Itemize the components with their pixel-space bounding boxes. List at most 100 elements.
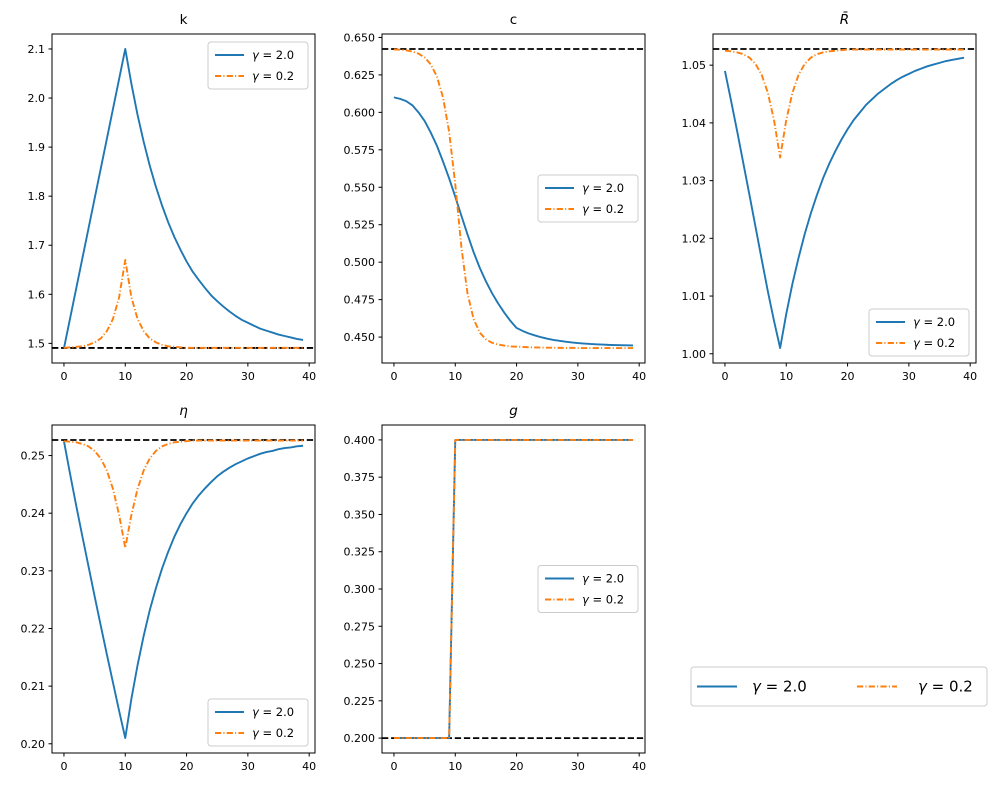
- x-tick-label: 20: [180, 760, 194, 773]
- legend-box: [537, 565, 639, 613]
- y-tick-label: 0.24: [21, 507, 46, 520]
- legend: γ = 2.0 γ = 0.2: [868, 308, 970, 357]
- legend-label-gamma_0_2: γ = 0.2: [252, 69, 294, 83]
- axes-frame: [381, 33, 646, 364]
- x-tick-label: 20: [510, 760, 524, 773]
- y-tick-label: 0.20: [21, 738, 46, 751]
- legend-label-gamma_2_0: γ = 2.0: [913, 315, 955, 329]
- figure-legend: γ = 2.0 γ = 0.2: [690, 666, 988, 707]
- series-line-gamma_2_0: [63, 48, 304, 349]
- y-tick-label: 0.250: [344, 658, 376, 671]
- x-tick-label: 40: [632, 370, 646, 383]
- legend-label-gamma_2_0: γ = 2.0: [252, 705, 294, 719]
- y-tick-label: 1.03: [682, 175, 707, 188]
- legend-label-gamma_2_0: γ = 2.0: [252, 48, 294, 62]
- x-tick-label: 30: [571, 760, 585, 773]
- legend: γ = 2.0 γ = 0.2: [207, 698, 309, 747]
- series-line-gamma_2_0: [63, 440, 304, 739]
- y-tick-label: 1.9: [28, 141, 46, 154]
- y-tick-label: 0.575: [344, 144, 376, 157]
- subplot-title-c: c: [510, 12, 517, 28]
- legend-label-gamma_0_2: γ = 0.2: [582, 593, 624, 607]
- y-tick-label: 0.375: [344, 471, 376, 484]
- x-tick-label: 40: [632, 760, 646, 773]
- x-tick-label: 30: [571, 370, 585, 383]
- y-tick-label: 0.25: [21, 450, 46, 463]
- axes-frame: [381, 424, 646, 754]
- legend-box: [868, 308, 970, 357]
- x-tick-label: 10: [448, 370, 462, 383]
- y-tick-label: 1.6: [28, 288, 46, 301]
- subplot-title-Rbar: R̄: [840, 11, 849, 28]
- subplot-g: g 0 10 20 30 40 0.200 0.225 0.250 0.275 0.300 0.325…: [344, 403, 647, 773]
- x-tick-label: 10: [118, 760, 132, 773]
- axes-frame: [51, 33, 316, 364]
- y-tick-label: 0.225: [344, 695, 376, 708]
- y-tick-label: 0.325: [344, 546, 376, 559]
- series-line-gamma_0_2: [393, 438, 634, 740]
- legend: γ = 2.0 γ = 0.2: [537, 565, 639, 613]
- legend-label-gamma_2_0: γ = 2.0: [582, 181, 624, 195]
- y-tick-label: 2.0: [28, 92, 46, 105]
- subplot-eta: η 0 10 20 30 40 0.20 0.21 0.22 0.23 0.24 0.25 γ = 2.…: [21, 403, 317, 773]
- legend-box: [537, 174, 639, 223]
- axes-frame: [51, 424, 316, 754]
- y-tick-label: 0.350: [344, 508, 376, 521]
- series-line-gamma_0_2: [724, 48, 965, 159]
- y-tick-label: 1.8: [28, 190, 46, 203]
- y-tick-label: 1.04: [682, 117, 707, 130]
- figure-legend-label-gamma_0_2: γ = 0.2: [918, 678, 973, 696]
- y-tick-label: 1.5: [28, 337, 46, 350]
- x-tick-label: 0: [390, 760, 397, 773]
- x-tick-label: 30: [902, 370, 916, 383]
- subplot-k: k0 10 20 30 401.51.61.71.81.92.02.1 γ = 2.0γ …: [28, 12, 317, 383]
- legend-label-gamma_0_2: γ = 0.2: [582, 202, 624, 216]
- y-tick-label: 0.475: [344, 294, 376, 307]
- y-tick-label: 0.525: [344, 219, 376, 232]
- series-line-gamma_2_0: [393, 96, 634, 347]
- x-tick-label: 20: [841, 370, 855, 383]
- series-line-gamma_0_2: [63, 259, 304, 349]
- y-tick-label: 1.00: [682, 348, 707, 361]
- series-line-gamma_0_2: [63, 439, 304, 549]
- series-line-gamma_0_2: [393, 48, 634, 349]
- legend: γ = 2.0 γ = 0.2: [207, 41, 309, 90]
- y-tick-label: 1.02: [682, 232, 707, 245]
- legend-label-gamma_0_2: γ = 0.2: [913, 336, 955, 350]
- x-tick-label: 0: [721, 370, 728, 383]
- subplot-title-eta: η: [179, 403, 188, 419]
- x-tick-label: 30: [241, 760, 255, 773]
- x-tick-label: 10: [779, 370, 793, 383]
- y-tick-label: 1.01: [682, 290, 707, 303]
- x-tick-label: 30: [241, 370, 255, 383]
- y-tick-label: 0.22: [21, 622, 46, 635]
- legend: γ = 2.0 γ = 0.2: [537, 174, 639, 223]
- y-tick-label: 1.05: [682, 59, 707, 72]
- y-tick-label: 0.400: [344, 434, 376, 447]
- subplot-Rbar: R̄ 0 10 20 30 40 1.00 1.01 1.02 1.03 1.04 1.05 γ = 2…: [682, 11, 978, 383]
- x-tick-label: 0: [60, 370, 67, 383]
- y-tick-label: 0.600: [344, 106, 376, 119]
- y-tick-label: 0.275: [344, 620, 376, 633]
- legend-label-gamma_2_0: γ = 2.0: [582, 572, 624, 586]
- x-tick-label: 40: [963, 370, 977, 383]
- x-tick-label: 20: [510, 370, 524, 383]
- x-tick-label: 0: [60, 760, 67, 773]
- y-tick-label: 0.500: [344, 256, 376, 269]
- subplot-title-k: k: [180, 12, 188, 28]
- figure-legend-label-gamma_2_0: γ = 2.0: [752, 678, 807, 696]
- y-tick-label: 0.625: [344, 69, 376, 82]
- y-tick-label: 2.1: [28, 43, 46, 56]
- y-tick-label: 0.450: [344, 331, 376, 344]
- x-tick-label: 40: [302, 760, 316, 773]
- y-tick-label: 0.650: [344, 31, 376, 44]
- legend-box: [207, 698, 309, 747]
- x-tick-label: 0: [390, 370, 397, 383]
- legend-label-gamma_0_2: γ = 0.2: [252, 726, 294, 740]
- y-tick-label: 0.21: [21, 680, 46, 693]
- y-tick-label: 0.23: [21, 565, 46, 578]
- subplot-title-g: g: [509, 403, 518, 419]
- y-tick-label: 1.7: [28, 239, 46, 252]
